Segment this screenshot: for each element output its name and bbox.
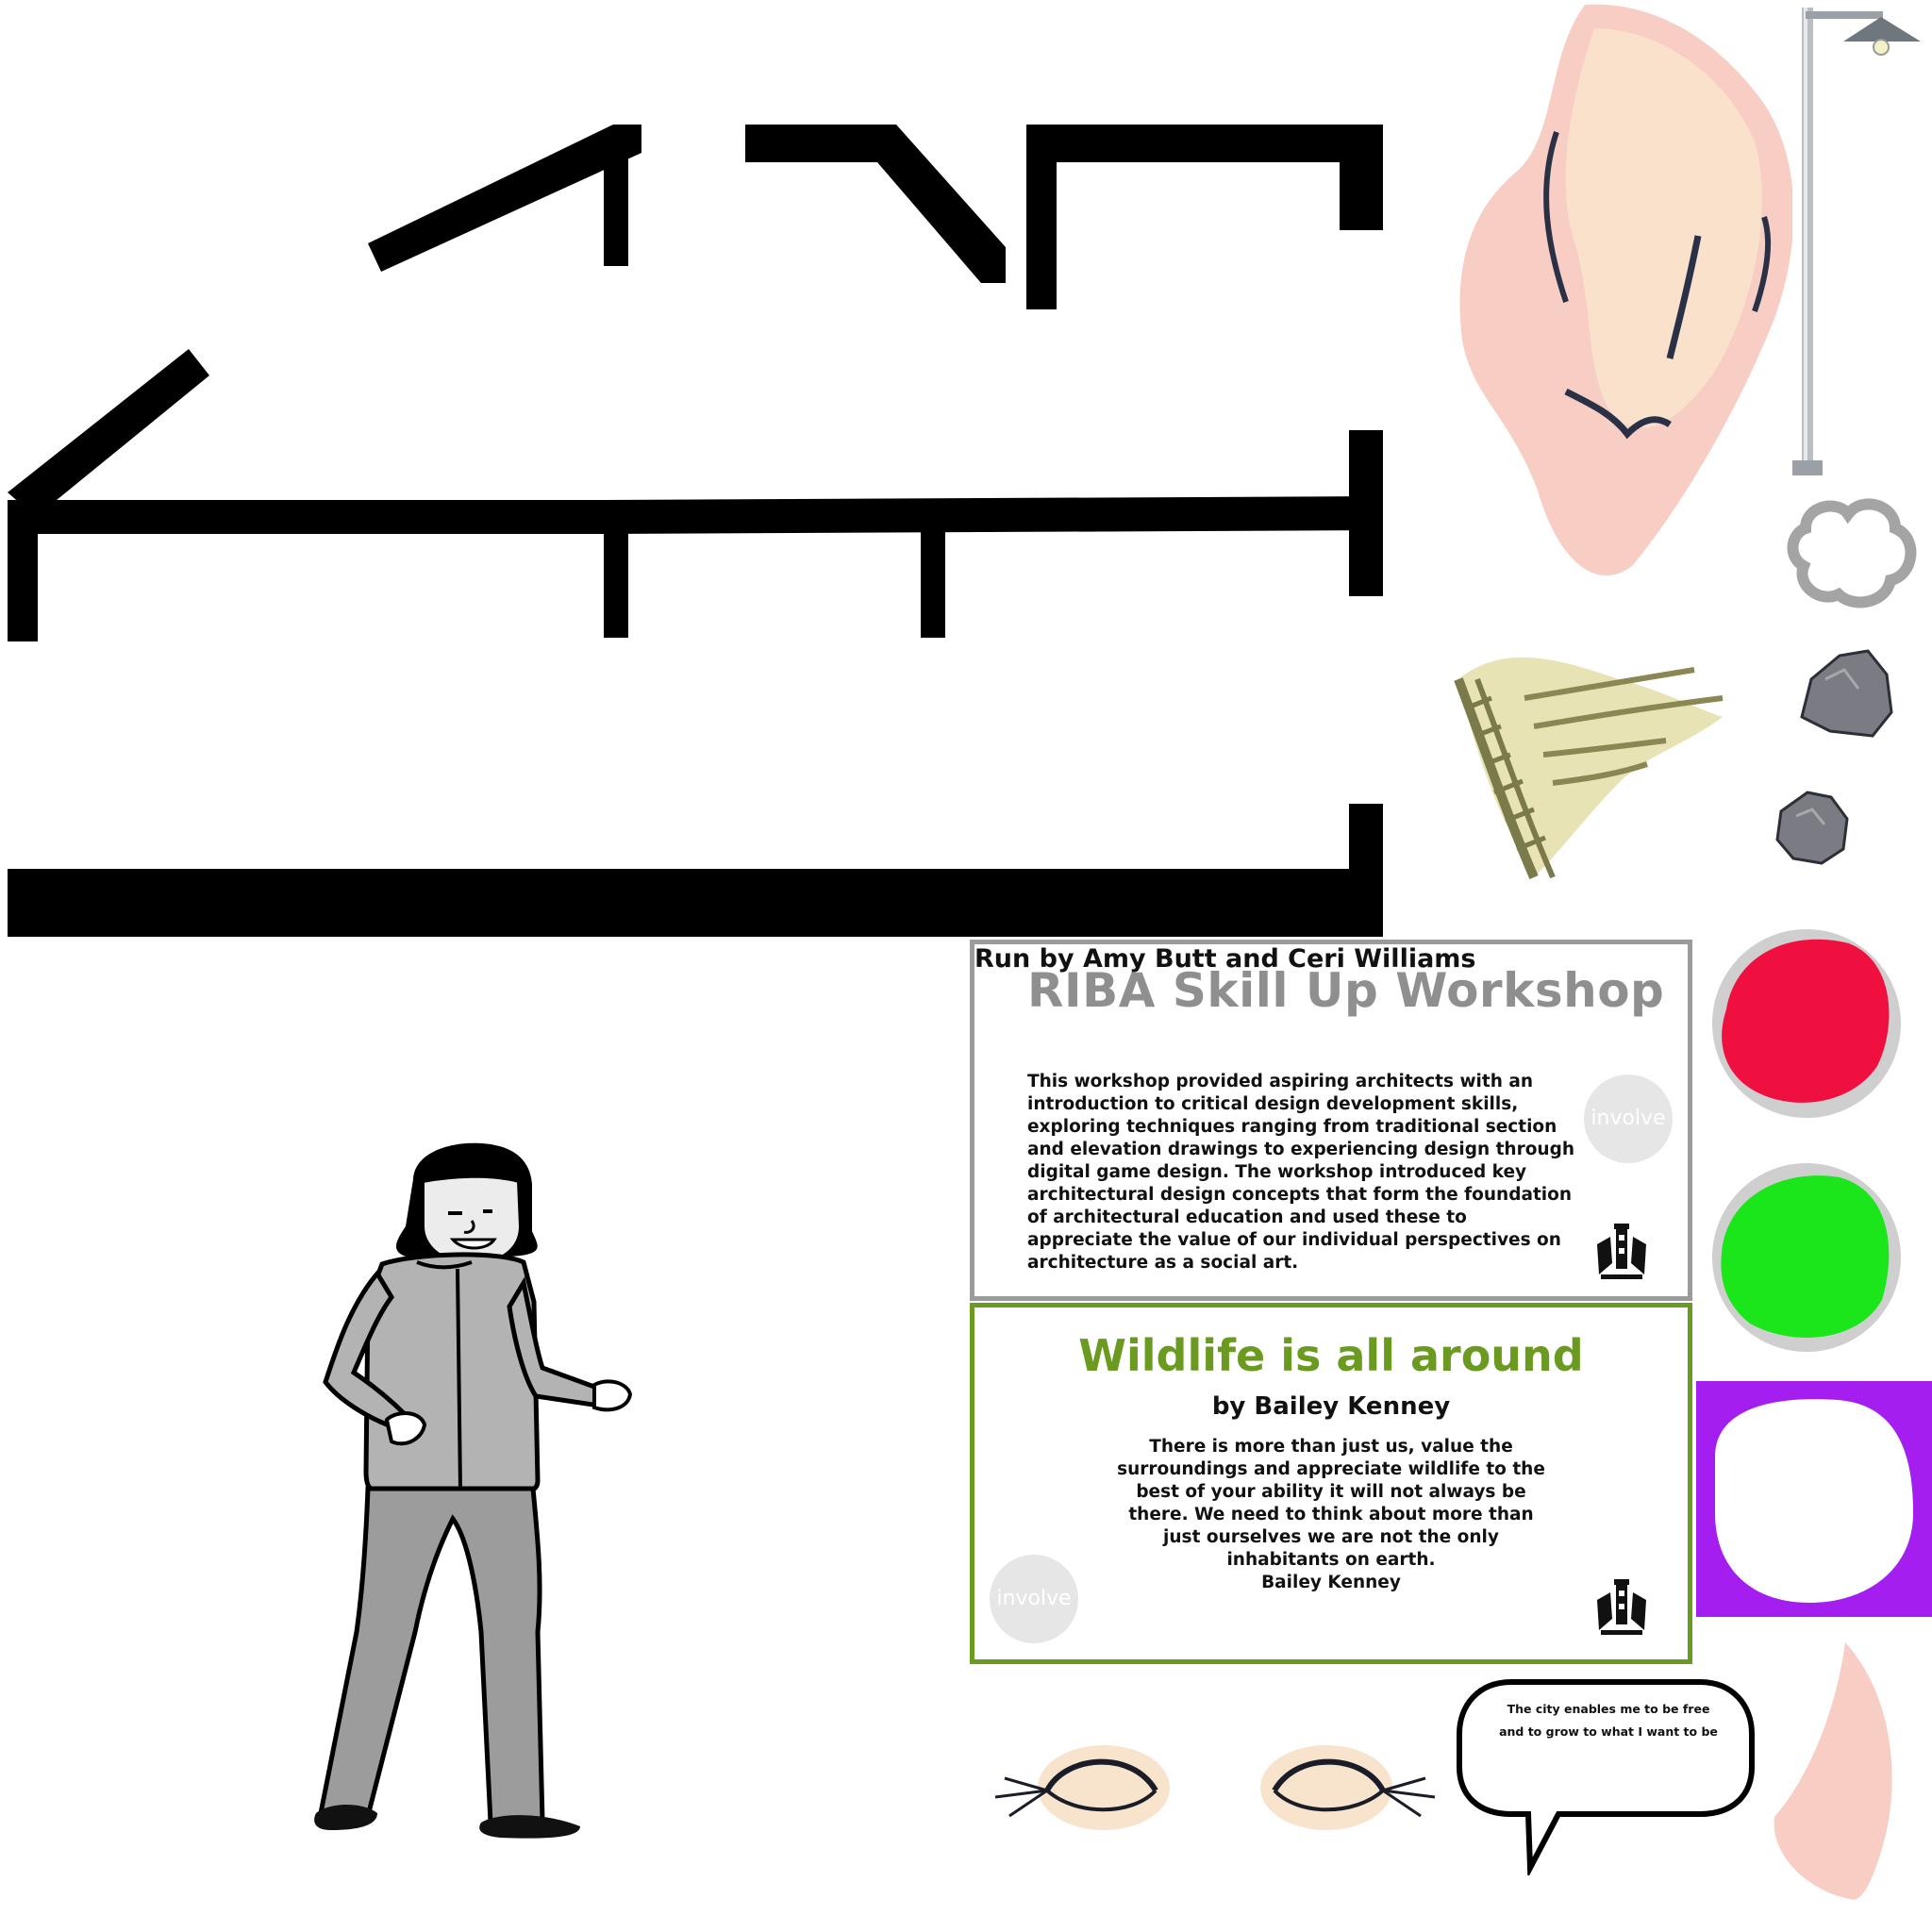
- right-wall-lower: [1349, 804, 1383, 937]
- rock-icon: [1800, 649, 1893, 738]
- green-blob: [1712, 1163, 1901, 1352]
- wildlife-card: Wildlife is all around by Bailey Kenney …: [970, 1303, 1692, 1664]
- speech-bubble: [1457, 1679, 1755, 1875]
- wildlife-card-subtitle: by Bailey Kenney: [1211, 1392, 1451, 1421]
- left-wall-post: [8, 500, 38, 641]
- red-blob: [1712, 929, 1901, 1118]
- crest-icon-wildlife: [1597, 1579, 1646, 1635]
- street-lamp-icon: [1792, 8, 1921, 475]
- involve-logo: involve: [1584, 1074, 1673, 1163]
- middle-floor: [36, 496, 1383, 534]
- floor-slab: [8, 869, 1383, 937]
- bracket-top: [1026, 125, 1383, 162]
- speech-line-2: and to grow to what I want to be: [1499, 1724, 1718, 1739]
- bracket-left: [1026, 125, 1057, 309]
- purple-tile: [1696, 1381, 1932, 1617]
- riba-card-body: This workshop provided aspiring architec…: [1027, 1072, 1575, 1273]
- wildlife-card-title: Wildlife is all around: [1078, 1330, 1584, 1381]
- skin-rock-sprite: [1459, 4, 1792, 576]
- speech-line-1: The city enables me to be free: [1507, 1702, 1710, 1716]
- wildlife-card-body: There is more than just us, value the su…: [1117, 1437, 1545, 1570]
- inner-post-1: [604, 500, 628, 638]
- eye-closed-icon: [994, 1745, 1170, 1830]
- upper-post-left: [604, 142, 628, 266]
- player-character: [314, 1142, 633, 1839]
- inner-post-2: [921, 500, 945, 638]
- riba-card-title: RIBA Skill Up Workshop: [1027, 963, 1665, 1018]
- right-wall-middle: [1349, 430, 1383, 596]
- roof-slope-left: [8, 349, 209, 517]
- bracket-right: [1340, 125, 1383, 230]
- crest-icon: [1597, 1224, 1646, 1279]
- involve-logo-wildlife: involve: [990, 1555, 1078, 1643]
- riba-workshop-card: RIBA Skill Up Workshop Run by Amy Butt a…: [970, 940, 1692, 1301]
- wildlife-card-author: Bailey Kenney: [1261, 1573, 1401, 1592]
- rock-icon-small: [1775, 791, 1849, 865]
- roof-hook: [745, 125, 1006, 283]
- eye-closed-icon-right: [1260, 1745, 1436, 1830]
- straw-bundle-sprite: [1454, 657, 1724, 879]
- riba-card-subtitle: Run by Amy Butt and Ceri Williams: [974, 944, 1476, 974]
- pink-crescent-sprite: [1774, 1642, 1892, 1900]
- cloud-outline-icon: [1787, 498, 1917, 608]
- roof-slope-upper: [368, 125, 641, 272]
- wildlife-card-body-wrap: There is more than just us, value the su…: [1116, 1436, 1546, 1594]
- speech-bubble-text: The city enables me to be free and to gr…: [1472, 1698, 1745, 1743]
